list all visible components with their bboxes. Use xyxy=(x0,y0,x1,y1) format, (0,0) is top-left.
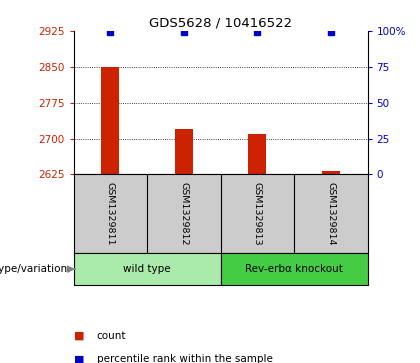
Bar xyxy=(101,67,119,174)
Text: wild type: wild type xyxy=(123,264,171,274)
Bar xyxy=(248,134,266,174)
Title: GDS5628 / 10416522: GDS5628 / 10416522 xyxy=(149,17,292,30)
Text: ■: ■ xyxy=(74,354,84,363)
Text: ■: ■ xyxy=(74,331,84,341)
Text: Rev-erbα knockout: Rev-erbα knockout xyxy=(245,264,343,274)
Text: percentile rank within the sample: percentile rank within the sample xyxy=(97,354,273,363)
Text: GSM1329812: GSM1329812 xyxy=(179,182,188,246)
Bar xyxy=(74,253,220,285)
Bar xyxy=(322,171,340,174)
Text: GSM1329811: GSM1329811 xyxy=(106,182,115,246)
Text: genotype/variation: genotype/variation xyxy=(0,264,68,274)
Bar xyxy=(220,253,368,285)
Text: count: count xyxy=(97,331,126,341)
Bar xyxy=(175,129,193,174)
Text: GSM1329813: GSM1329813 xyxy=(253,182,262,246)
Text: GSM1329814: GSM1329814 xyxy=(326,182,335,246)
